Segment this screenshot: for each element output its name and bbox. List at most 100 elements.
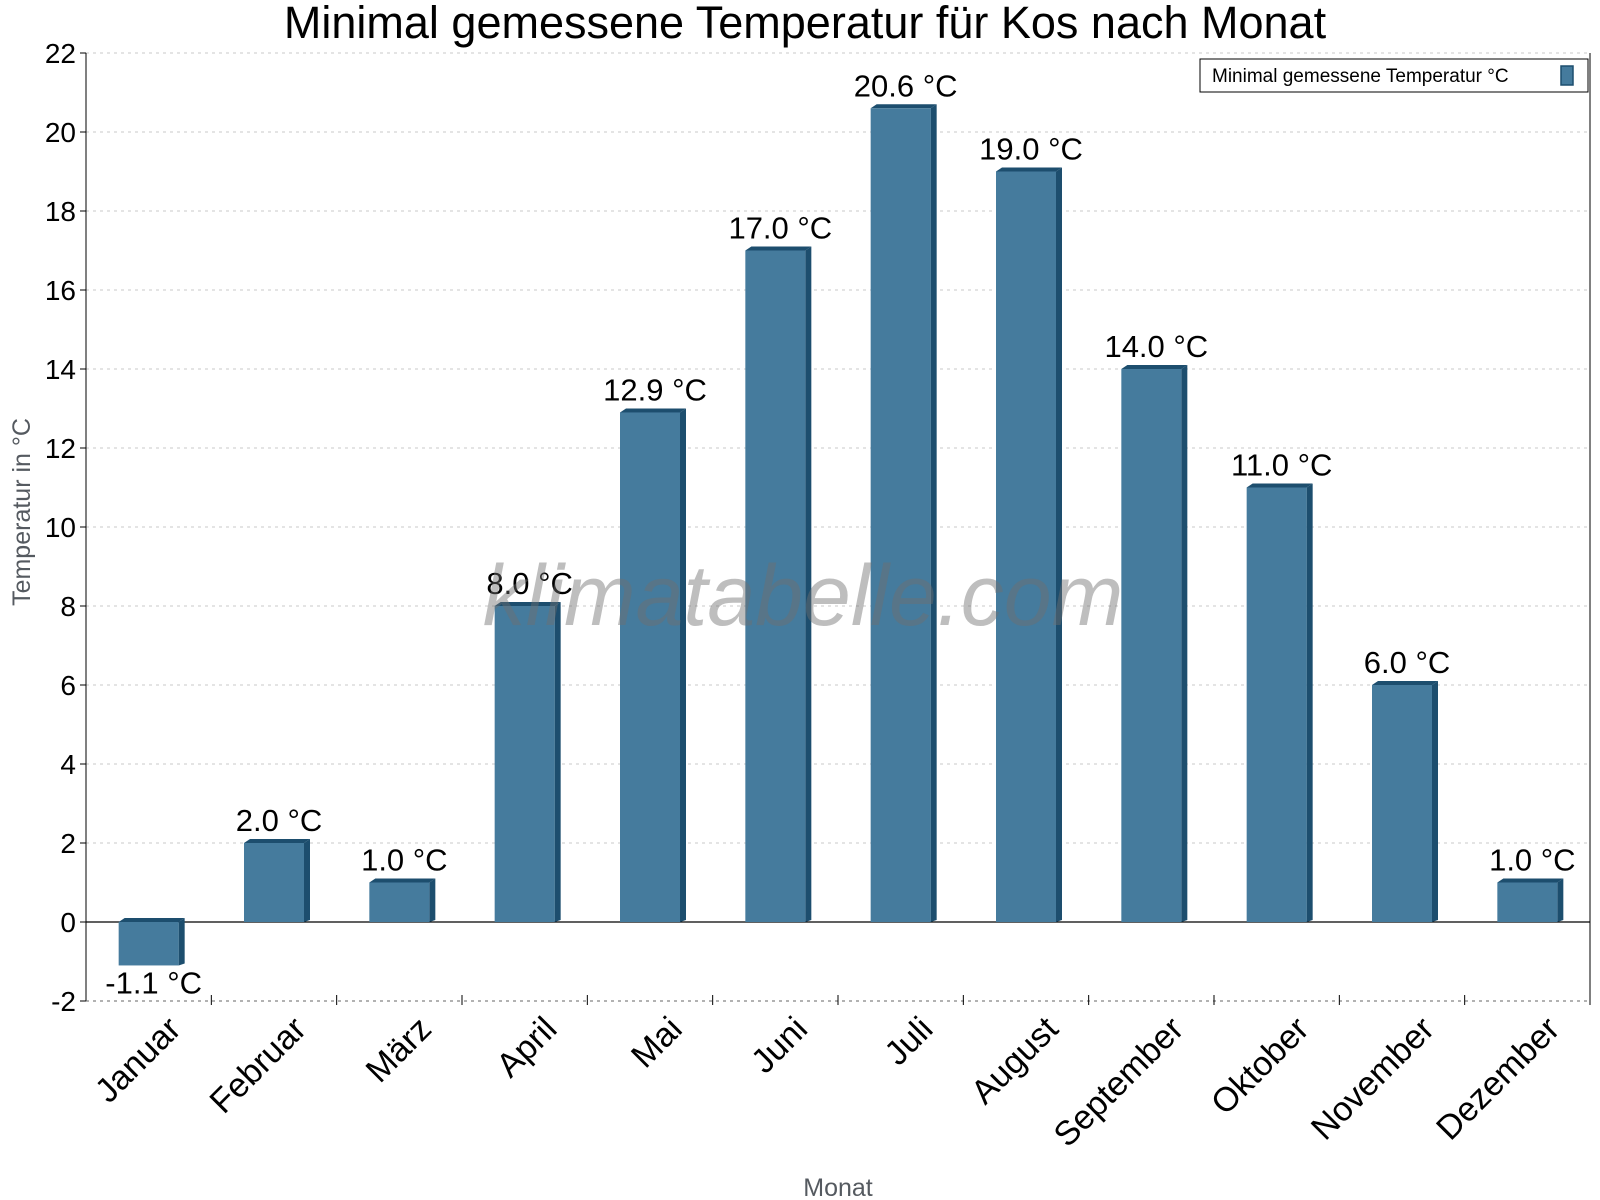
grid-lines (86, 52, 1590, 844)
y-tick-label: 8 (60, 591, 76, 622)
y-tick-label: 18 (45, 196, 76, 227)
x-tick-label: Dezember (1429, 1010, 1567, 1148)
bar-top-face (494, 602, 561, 606)
bar-top-face (996, 167, 1062, 172)
x-tick-label: August (964, 1009, 1066, 1111)
chart-title: Minimal gemessene Temperatur für Kos nac… (284, 0, 1327, 48)
bar (244, 843, 304, 922)
bar (1497, 882, 1558, 922)
bar-group (620, 408, 686, 922)
data-label: 1.0 °C (1489, 843, 1576, 878)
y-tick-label: 22 (45, 38, 76, 69)
bar (118, 922, 179, 966)
x-tick-label: Februar (203, 1010, 314, 1121)
data-label: 19.0 °C (979, 132, 1083, 167)
y-tick-label: 0 (60, 907, 76, 938)
bar-side-face (680, 408, 686, 922)
y-tick-label: 20 (45, 117, 76, 148)
bar-top-face (1246, 483, 1313, 488)
x-tick-label: April (489, 1010, 564, 1085)
bar-top-face (118, 918, 185, 922)
bar-group (369, 878, 436, 922)
y-tick-label: 2 (60, 828, 76, 859)
data-label: 20.6 °C (854, 68, 958, 103)
y-tick-label: 4 (60, 749, 76, 780)
bar-group (1497, 878, 1564, 922)
bar (996, 171, 1056, 922)
bar-group (1121, 365, 1188, 922)
legend-swatch (1560, 65, 1574, 86)
bar (1246, 487, 1307, 922)
data-label: 12.9 °C (603, 372, 707, 407)
bar-group (1372, 681, 1438, 922)
legend-box (1199, 58, 1589, 93)
x-axis-title: Monat (803, 1174, 873, 1200)
data-label: 17.0 °C (728, 211, 832, 246)
bar-top-face (1121, 365, 1188, 369)
bars (118, 104, 1564, 966)
bar-group (996, 167, 1062, 922)
bar (745, 250, 806, 922)
y-tick-label: 14 (45, 354, 76, 385)
x-tick-label: Oktober (1204, 1010, 1316, 1122)
legend: Minimal gemessene Temperatur °C (1199, 58, 1589, 93)
x-tick-labels: Januar Februar März April Mai Juni Juli AugustS… (88, 1009, 1567, 1154)
bar-side-face (1557, 878, 1564, 922)
data-labels: -1.1 °C 2.0 °C 1.0 °C 8.0 °C 12.9 °C 17.0 °C 2… (105, 68, 1575, 1000)
x-tick-label: Mai (624, 1010, 690, 1076)
x-tick-label: Juli (877, 1010, 940, 1073)
data-label: 11.0 °C (1231, 448, 1332, 483)
bar-top-face (870, 104, 937, 109)
bar-group (1246, 483, 1313, 922)
bar-top-face (244, 839, 310, 843)
bar (369, 882, 430, 922)
bar-side-face (1432, 681, 1438, 922)
bar (620, 412, 680, 922)
bar-side-face (805, 246, 812, 922)
y-tick-label: 12 (45, 433, 76, 464)
y-tick-label: -2 (51, 986, 76, 1017)
bar (1121, 369, 1182, 922)
bar-top-face (745, 246, 812, 251)
x-tick-label: März (359, 1010, 439, 1090)
x-tick-label: November (1304, 1010, 1442, 1148)
bar-top-face (620, 408, 686, 413)
watermark: klimatabelle.com (483, 548, 1123, 644)
data-label: 1.0 °C (361, 843, 448, 878)
bar-group (118, 918, 185, 966)
y-tick-label: 10 (45, 512, 76, 543)
legend-label: Minimal gemessene Temperatur °C (1212, 66, 1509, 87)
bar-side-face (178, 918, 185, 966)
bar-side-face (304, 839, 310, 922)
y-axis-title: Temperatur in °C (8, 418, 36, 606)
data-label: 6.0 °C (1364, 645, 1451, 680)
bar-group (494, 602, 561, 922)
bar (870, 108, 931, 923)
data-label: 8.0 °C (486, 566, 573, 601)
bar-top-face (1497, 878, 1564, 883)
bar-side-face (1056, 167, 1062, 922)
bar-group (244, 839, 310, 922)
data-label: -1.1 °C (105, 965, 202, 1000)
bar-group (745, 246, 812, 922)
axes (80, 52, 1591, 1005)
x-tick-label: Juni (744, 1010, 815, 1081)
bar-side-face (930, 104, 937, 923)
bar (1372, 685, 1432, 922)
x-tick-label: Januar (88, 1010, 188, 1110)
bar-side-face (429, 878, 436, 922)
bar (494, 606, 555, 922)
bar-top-face (369, 878, 436, 883)
y-tick-labels: -2 0 2 4 6 8 10 12 14 16 18 20 22 (45, 38, 76, 1017)
bar-group (870, 104, 937, 923)
x-tick-label: September (1047, 1010, 1191, 1154)
data-label: 14.0 °C (1104, 329, 1208, 364)
y-tick-label: 16 (45, 275, 76, 306)
bar-top-face (1372, 681, 1438, 685)
y-tick-label: 6 (60, 670, 76, 701)
bar-side-face (554, 602, 561, 922)
bar-side-face (1181, 365, 1188, 922)
data-label: 2.0 °C (236, 803, 323, 838)
bar-side-face (1306, 483, 1313, 922)
